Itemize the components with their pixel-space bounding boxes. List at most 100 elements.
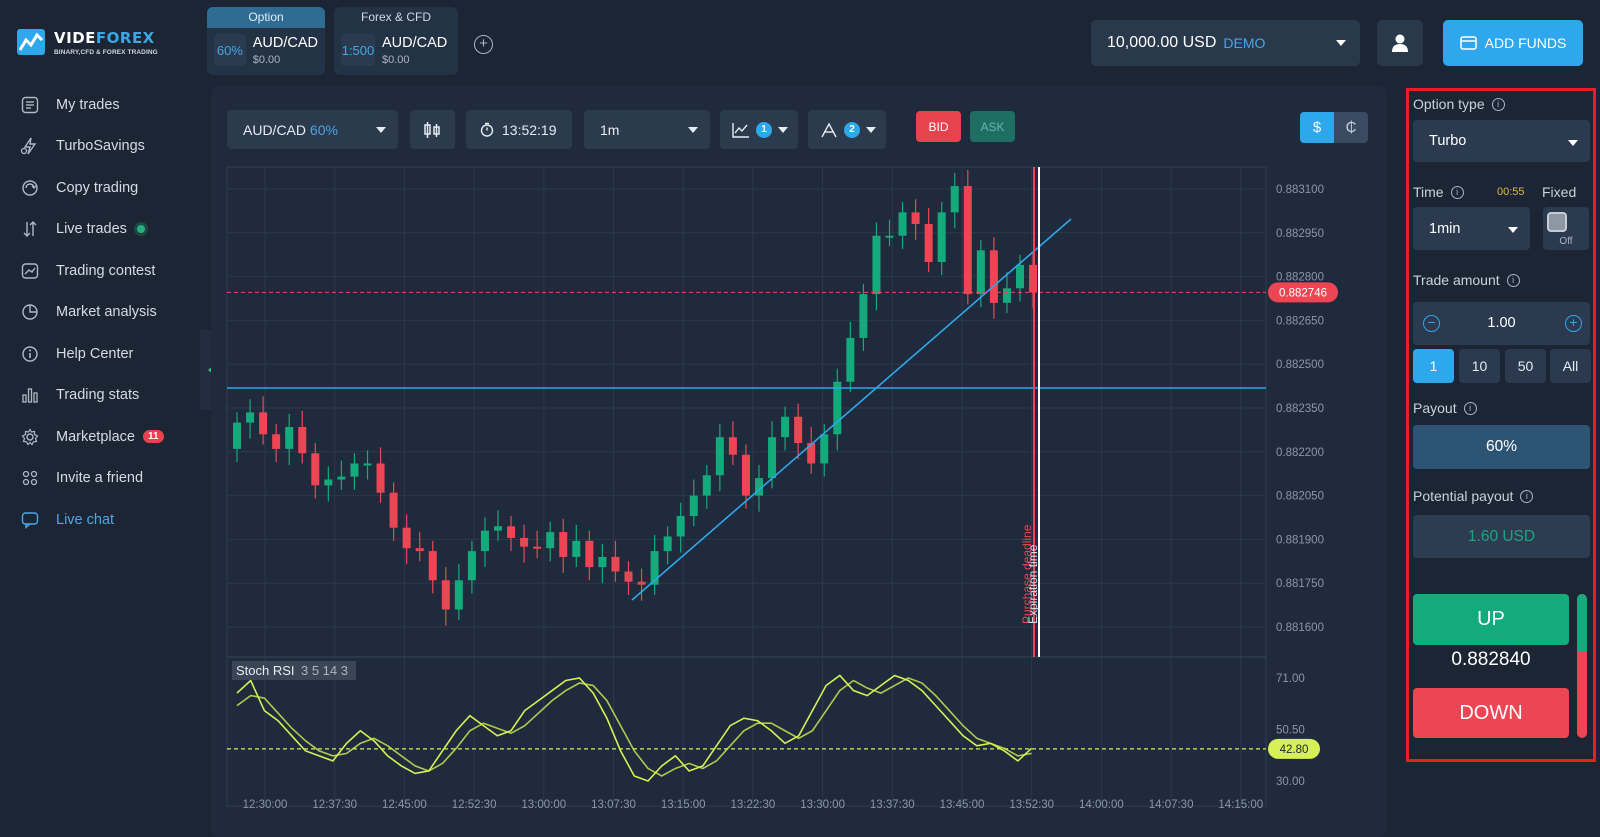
candle (689, 495, 698, 517)
ask-button[interactable]: ASK (970, 111, 1015, 142)
stoch-rsi-panel: 42.80 Stoch RSI 3 5 14 3 (227, 661, 1320, 782)
down-button[interactable]: DOWN (1413, 688, 1569, 738)
chevron-down-icon (1336, 40, 1346, 46)
add-tab-button[interactable]: + (474, 35, 493, 54)
bid-button[interactable]: BID (916, 111, 961, 142)
current-price-badge (1268, 282, 1338, 303)
indicators-button[interactable]: 1 (720, 110, 798, 149)
pair-label: AUD/CAD (243, 121, 307, 138)
candle (520, 537, 529, 547)
quick-amount-10[interactable]: 10 (1459, 349, 1500, 383)
info-icon[interactable]: i (1463, 401, 1477, 415)
sidebar-item-marketplace[interactable]: Marketplace 11 (0, 416, 210, 458)
candle (467, 551, 476, 581)
sidebar-item-live-chat[interactable]: Live chat (0, 499, 210, 541)
minus-icon[interactable]: − (1423, 315, 1440, 332)
candle (650, 551, 659, 585)
info-icon[interactable]: i (1450, 185, 1464, 199)
sidebar-item-label: Live chat (56, 511, 115, 528)
stoch-current-label: 42.80 (1280, 744, 1309, 756)
candle (441, 580, 450, 610)
candle (715, 437, 724, 476)
candle (324, 479, 333, 486)
chat-icon (20, 510, 40, 530)
info-icon[interactable]: i (1491, 97, 1505, 111)
drawings-count: 2 (844, 121, 860, 138)
option-type-label: Option type i (1413, 96, 1505, 112)
time-tick-label: 13:37:30 (870, 799, 915, 811)
candle (507, 526, 516, 538)
candle (911, 212, 920, 225)
chart-type-button[interactable] (410, 110, 455, 149)
sidebar-item-trading-contest[interactable]: Trading contest (0, 250, 210, 292)
trade-panel: Option type i Turbo Time i 00:55 Fixed 1mi… (1406, 88, 1596, 762)
time-select[interactable]: 1min (1413, 207, 1530, 250)
current-price: 0.882840 (1451, 649, 1531, 670)
payout-value: 60% (1413, 425, 1590, 469)
sidebar-item-copy-trading[interactable]: Copy trading (0, 167, 210, 209)
candle (794, 416, 803, 444)
expiry-countdown: 00:55 (1497, 186, 1525, 198)
sidebar-item-turbosavings[interactable]: TurboSavings (0, 126, 210, 168)
currency-coin[interactable]: ₵ (1334, 112, 1368, 143)
info-icon[interactable]: i (1520, 489, 1534, 503)
sidebar-item-help-center[interactable]: Help Center (0, 333, 210, 375)
candle (350, 463, 359, 477)
asset-tab-option[interactable]: Option 60% AUD/CAD $0.00 (207, 7, 325, 75)
price-tick-label: 0.881750 (1276, 578, 1324, 590)
trend-line (631, 218, 1072, 601)
indicators-count: 1 (756, 121, 772, 138)
candle (415, 548, 424, 552)
add-funds-button[interactable]: ADD FUNDS (1443, 20, 1583, 66)
currency-usd[interactable]: $ (1300, 112, 1334, 143)
drawings-button[interactable]: 2 (808, 110, 886, 149)
option-type-select[interactable]: Turbo (1413, 120, 1590, 162)
balance-value: 10,000.00 USD (1107, 34, 1217, 51)
fixed-toggle[interactable]: Off (1543, 207, 1589, 250)
sidebar-item-label: Live trades (56, 221, 127, 238)
balance-selector[interactable]: 10,000.00 USD DEMO (1091, 20, 1360, 66)
fixed-checkbox[interactable] (1547, 212, 1567, 232)
sidebar-item-my-trades[interactable]: My trades (0, 84, 210, 126)
chart-panel: AUD/CAD 60% 13:52:19 1m 1 2 BID ASK $ ₵ … (211, 86, 1387, 837)
quick-amount-1[interactable]: 1 (1413, 349, 1454, 383)
price-tick-label: 0.882800 (1276, 272, 1324, 284)
time-tick-label: 12:45:00 (382, 799, 427, 811)
price-tick-label: 0.882500 (1276, 359, 1324, 371)
profile-button[interactable] (1377, 20, 1423, 66)
price-tick-label: 0.881900 (1276, 534, 1324, 546)
price-tick-label: 0.881600 (1276, 622, 1324, 634)
candle (859, 294, 868, 338)
pair-name: AUD/CAD (382, 34, 448, 51)
candle (781, 416, 790, 438)
trade-amount-input[interactable]: − 1.00 + (1413, 302, 1590, 345)
brand-tagline: BINARY,CFD & FOREX TRADING (54, 48, 158, 56)
indicator-chart-icon (732, 122, 749, 138)
up-button[interactable]: UP (1413, 594, 1569, 645)
asset-tab-forex[interactable]: Forex & CFD 1:500 AUD/CAD $0.00 (334, 7, 458, 75)
interval-value: 1m (600, 121, 620, 138)
live-trades-icon (20, 219, 40, 239)
quick-amount-all[interactable]: All (1550, 349, 1591, 383)
candle (963, 186, 972, 295)
quick-amount-50[interactable]: 50 (1505, 349, 1546, 383)
info-icon[interactable]: i (1506, 273, 1520, 287)
sidebar-item-invite-a-friend[interactable]: Invite a friend (0, 458, 210, 500)
candle (976, 250, 985, 295)
sidebar-item-trading-stats[interactable]: Trading stats (0, 375, 210, 417)
sidebar-item-market-analysis[interactable]: Market analysis (0, 292, 210, 334)
plus-icon[interactable]: + (1565, 315, 1582, 332)
sidebar-item-live-trades[interactable]: Live trades (0, 209, 210, 251)
price-tick-label: 0.883100 (1276, 184, 1324, 196)
candle (572, 540, 581, 557)
interval-selector[interactable]: 1m (584, 110, 710, 149)
brand-logo[interactable]: VIDEFOREX BINARY,CFD & FOREX TRADING (16, 28, 158, 56)
clock-display: 13:52:19 (466, 110, 572, 149)
candle (585, 540, 594, 568)
pair-selector[interactable]: AUD/CAD 60% (227, 110, 398, 149)
candle (637, 581, 646, 585)
sidebar: My trades TurboSavings Copy trading Live tr… (0, 84, 210, 541)
tab-amount: $0.00 (382, 53, 410, 66)
